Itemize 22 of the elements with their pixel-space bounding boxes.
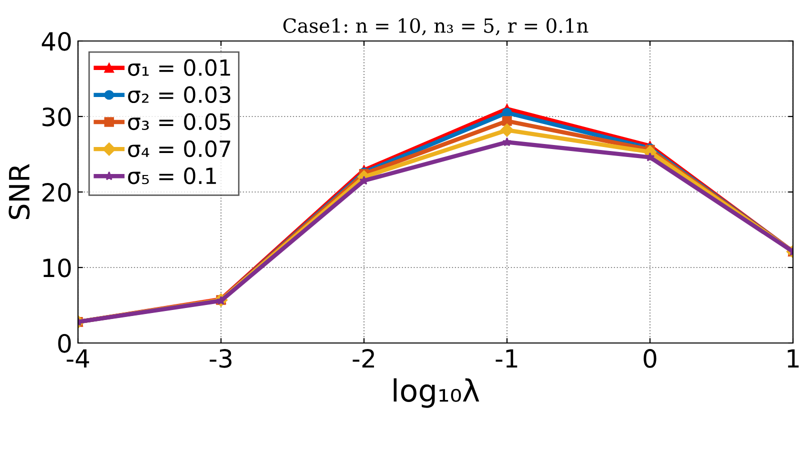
- point: [502, 137, 512, 146]
- y-tick-label: 20: [42, 182, 71, 202]
- point: [502, 116, 512, 126]
- legend-label: σ₃ = 0.05: [128, 113, 230, 130]
- y-tick-label: 40: [42, 32, 71, 51]
- legend-label: σ₅ = 0.1: [128, 167, 216, 184]
- x-tick-label: -3: [210, 348, 232, 368]
- point: [645, 152, 655, 162]
- legend-label: σ₄ = 0.07: [128, 140, 230, 158]
- legend-label: σ₂ = 0.03: [128, 86, 230, 104]
- legend-label: σ₁ = 0.01: [128, 59, 230, 76]
- x-tick-label: 0: [644, 348, 656, 368]
- point: [500, 124, 514, 137]
- x-tick-label: -1: [496, 349, 518, 368]
- point: [502, 108, 512, 118]
- y-tick-label: 10: [43, 258, 71, 278]
- x-axis-title: log₁₀λ: [394, 378, 480, 408]
- chart-title: Case1: n = 10, n₃ = 5, r = 0.1n: [283, 18, 588, 36]
- x-tick-label: 1: [788, 349, 799, 368]
- x-tick-label: -2: [352, 348, 374, 368]
- y-axis-title: SNR: [8, 164, 30, 220]
- y-tick-label: 30: [42, 107, 71, 126]
